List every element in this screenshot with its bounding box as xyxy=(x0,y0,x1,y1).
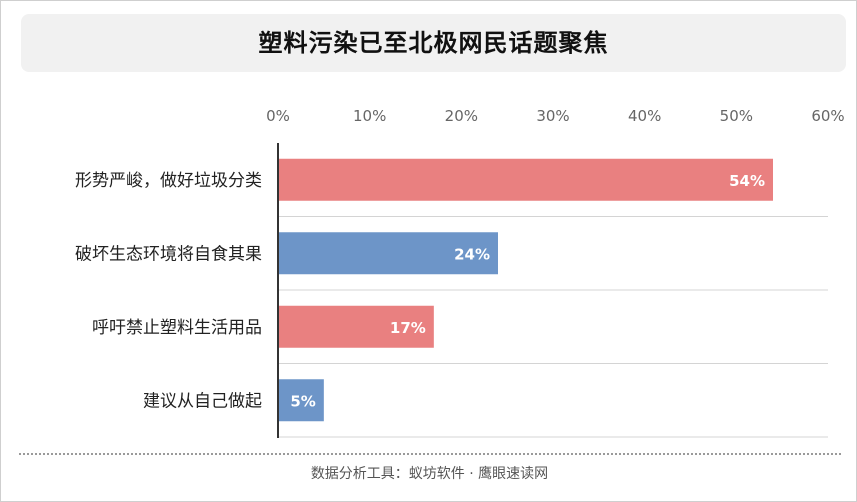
category-label: 呼吁禁止塑料生活用品 xyxy=(92,318,262,338)
title-bar: 塑料污染已至北极网民话题聚焦 xyxy=(21,14,846,72)
x-tick-label: 0% xyxy=(266,107,290,125)
x-tick-label: 60% xyxy=(811,107,844,125)
x-tick-label: 40% xyxy=(628,107,661,125)
data-label: 24% xyxy=(454,245,490,263)
bar xyxy=(278,379,324,422)
category-label: 破坏生态环境将自食其果 xyxy=(75,244,262,264)
x-tick-label: 20% xyxy=(445,107,478,125)
bar xyxy=(278,305,434,348)
data-label: 5% xyxy=(290,392,315,410)
x-tick-label: 50% xyxy=(720,107,753,125)
footer-source: 数据分析工具：蚁坊软件 · 鹰眼速读网 xyxy=(310,466,549,482)
chart-title: 塑料污染已至北极网民话题聚焦 xyxy=(258,29,609,57)
bar xyxy=(278,232,498,275)
category-label: 建议从自己做起 xyxy=(143,391,262,411)
x-tick-label: 10% xyxy=(353,107,386,125)
category-label: 形势严峻，做好垃圾分类 xyxy=(75,171,262,191)
data-label: 17% xyxy=(390,319,426,337)
footer-divider xyxy=(19,453,841,455)
data-label: 54% xyxy=(729,172,765,190)
bar xyxy=(278,158,773,201)
x-tick-label: 30% xyxy=(536,107,569,125)
bar-chart: 0% 10% 20% 30% 40% 50% 60% 形势严峻，做好垃圾分类 54% 破坏生态环境… xyxy=(75,107,845,438)
